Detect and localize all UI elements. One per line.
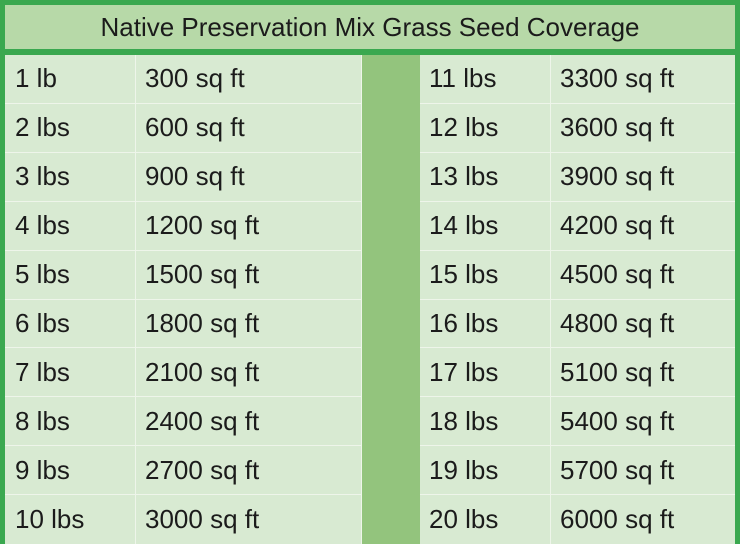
right-coverage-cell: 5400 sq ft xyxy=(551,397,735,447)
right-coverage-cell: 4500 sq ft xyxy=(551,250,735,300)
left-coverage-cell: 900 sq ft xyxy=(136,152,362,202)
right-weight-cell: 17 lbs xyxy=(420,348,551,398)
left-coverage-cell: 1200 sq ft xyxy=(136,201,362,251)
right-coverage-cell: 3300 sq ft xyxy=(551,55,735,104)
left-weight-cell: 1 lb xyxy=(5,55,136,104)
right-coverage-cell: 6000 sq ft xyxy=(551,495,735,544)
right-weight-cell: 12 lbs xyxy=(420,103,551,153)
right-weight-cell: 16 lbs xyxy=(420,299,551,349)
right-coverage-cell: 4800 sq ft xyxy=(551,299,735,349)
left-weight-cell: 6 lbs xyxy=(5,299,136,349)
left-weight-cell: 2 lbs xyxy=(5,103,136,153)
left-weight-cell: 3 lbs xyxy=(5,152,136,202)
left-coverage-cell: 300 sq ft xyxy=(136,55,362,104)
left-coverage-cell: 1500 sq ft xyxy=(136,250,362,300)
left-weight-cell: 4 lbs xyxy=(5,201,136,251)
left-weight-cell: 9 lbs xyxy=(5,446,136,496)
center-divider xyxy=(362,55,420,544)
left-weight-cell: 7 lbs xyxy=(5,348,136,398)
left-coverage-cell: 2700 sq ft xyxy=(136,446,362,496)
left-coverage-cell: 600 sq ft xyxy=(136,103,362,153)
right-weight-cell: 18 lbs xyxy=(420,397,551,447)
right-coverage-cell: 3900 sq ft xyxy=(551,152,735,202)
table-title: Native Preservation Mix Grass Seed Cover… xyxy=(5,5,735,49)
right-weight-cell: 20 lbs xyxy=(420,495,551,544)
left-coverage-cell: 2400 sq ft xyxy=(136,397,362,447)
left-weight-cell: 5 lbs xyxy=(5,250,136,300)
left-weight-cell: 10 lbs xyxy=(5,495,136,544)
left-coverage-cell: 3000 sq ft xyxy=(136,495,362,544)
left-coverage-cell: 2100 sq ft xyxy=(136,348,362,398)
right-coverage-cell: 5100 sq ft xyxy=(551,348,735,398)
left-coverage-cell: 1800 sq ft xyxy=(136,299,362,349)
coverage-grid: 1 lb 300 sq ft 2 lbs 600 sq ft 3 lbs 900… xyxy=(5,55,735,544)
right-weight-cell: 15 lbs xyxy=(420,250,551,300)
right-coverage-cell: 4200 sq ft xyxy=(551,201,735,251)
left-weight-cell: 8 lbs xyxy=(5,397,136,447)
title-divider xyxy=(5,49,735,55)
right-coverage-cell: 5700 sq ft xyxy=(551,446,735,496)
right-weight-cell: 13 lbs xyxy=(420,152,551,202)
right-weight-cell: 14 lbs xyxy=(420,201,551,251)
right-weight-cell: 11 lbs xyxy=(420,55,551,104)
right-coverage-cell: 3600 sq ft xyxy=(551,103,735,153)
right-weight-cell: 19 lbs xyxy=(420,446,551,496)
